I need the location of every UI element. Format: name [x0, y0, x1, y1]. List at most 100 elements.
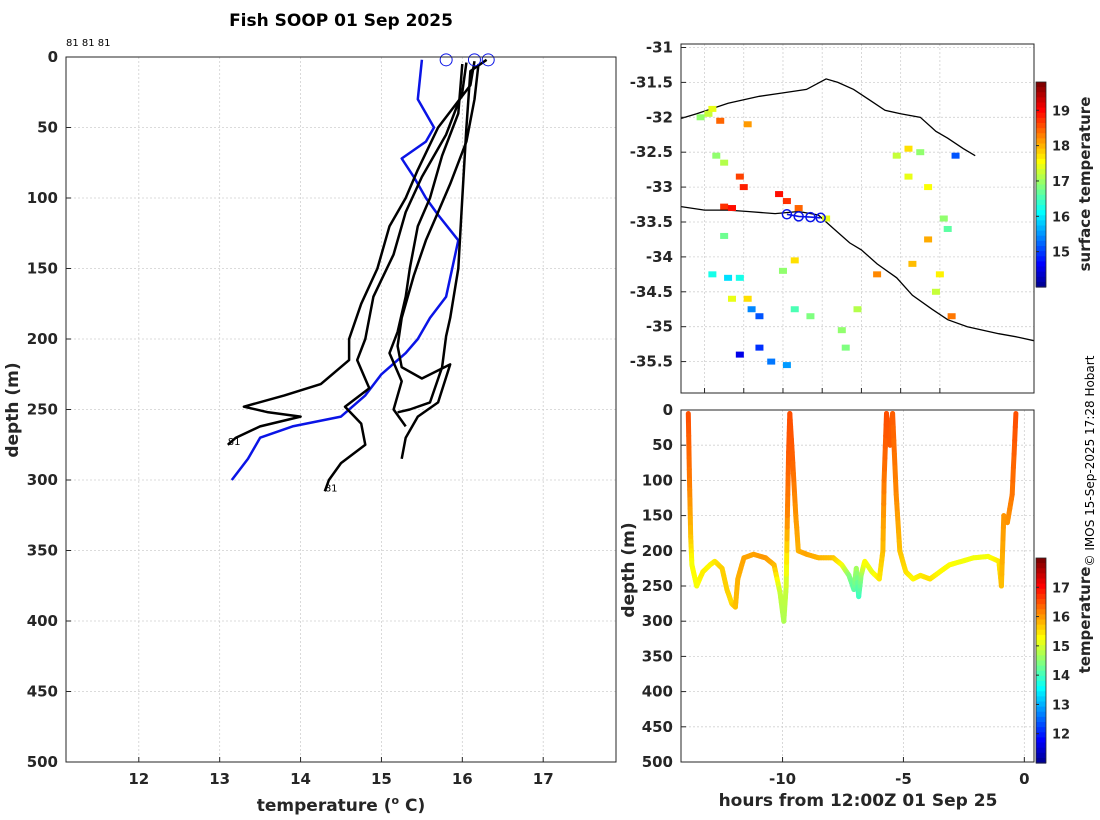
section-y-tick-label: 500: [642, 753, 673, 771]
section-y-tick-label: 0: [663, 401, 673, 419]
map-sst-pixel: [904, 173, 913, 180]
map-sst-pixel: [904, 145, 913, 152]
map-sst-pixel: [720, 159, 729, 166]
map-sst-pixel: [778, 267, 787, 274]
section-colorbar-segment: [1036, 655, 1046, 662]
section-colorbar-segment: [1036, 604, 1046, 610]
profile-grid: [66, 56, 616, 763]
section-y-tick-label: 300: [642, 612, 673, 630]
map-colorbar-segment: [1036, 230, 1046, 237]
section-y-tick-label: 450: [642, 718, 673, 736]
map-y-tick-label: -32.5: [630, 143, 673, 161]
map-sst-pixel: [794, 205, 803, 212]
figure-title: Fish SOOP 01 Sep 2025: [229, 11, 453, 31]
map-sst-pixel: [947, 313, 956, 320]
map-sst-pixel: [853, 306, 862, 313]
map-colorbar-segment: [1036, 199, 1046, 206]
section-colorbar-segment: [1036, 588, 1046, 595]
section-colorbar-segment: [1036, 681, 1046, 687]
map-content: [681, 78, 1034, 369]
map-colorbar-segment: [1036, 92, 1046, 98]
map-sst-pixel: [908, 260, 917, 267]
map-colorbar-segment: [1036, 225, 1046, 232]
section-colorbar-segment: [1036, 757, 1046, 764]
section-colorbar-tick-label: 13: [1052, 698, 1070, 713]
map-sst-pixel: [727, 205, 736, 212]
map-colorbar-segment: [1036, 158, 1046, 165]
section-y-tick-label: 50: [652, 436, 673, 454]
section-colorbar-segment: [1036, 732, 1046, 738]
map-sst-pixel: [708, 271, 717, 278]
section-colorbar-label: temperature: [1076, 567, 1094, 674]
section-x-tick-label: -5: [895, 770, 912, 788]
section-colorbar-segment: [1036, 691, 1046, 697]
map-grid: [681, 44, 1034, 393]
map-sst-pixel: [727, 295, 736, 302]
map-colorbar: 15 16 17 18 19: [1035, 81, 1070, 288]
map-sst-pixel: [935, 271, 944, 278]
map-colorbar-tick-label: 16: [1052, 210, 1070, 225]
map-colorbar-segment: [1036, 153, 1046, 160]
profile-line-drop-1: [226, 60, 476, 446]
map-sst-pixel: [924, 184, 933, 191]
section-track-segment: [1012, 411, 1019, 430]
profile-x-tick-label: 15: [371, 770, 392, 788]
profile-x-tick-label: 12: [128, 770, 149, 788]
map-sst-pixel: [873, 271, 882, 278]
credit-text: © IMOS 15-Sep-2025 17:28 Hobart: [1083, 355, 1097, 566]
section-colorbar-segment: [1036, 578, 1046, 585]
map-y-tick-label: -31: [646, 38, 673, 56]
profile-y-tick-label: 50: [37, 119, 58, 137]
map-sst-pixel: [724, 274, 733, 281]
map-colorbar-segment: [1036, 123, 1046, 129]
section-colorbar-segment: [1036, 634, 1046, 641]
map-sst-pixel: [696, 114, 705, 121]
map-colorbar-segment: [1036, 169, 1046, 175]
map-sst-pixel: [712, 152, 721, 159]
section-colorbar-segment: [1036, 737, 1046, 744]
map-colorbar-segment: [1036, 87, 1046, 93]
map-colorbar-segment: [1036, 240, 1046, 247]
section-colorbar-segment: [1036, 614, 1046, 621]
section-colorbar-segment: [1036, 675, 1046, 682]
map-y-tick-label: -32: [646, 108, 673, 126]
map-y-tick-label: -34: [646, 248, 673, 266]
profile-end-label: 81: [228, 437, 241, 448]
profile-end-labels: 81 81: [228, 437, 338, 495]
map-coastline-lower: [681, 205, 1034, 342]
profile-y-tick-label: 400: [27, 612, 58, 630]
map-sst-pixel: [720, 232, 729, 239]
section-colorbar-segment: [1036, 722, 1046, 728]
profile-y-tick-label: 0: [48, 48, 58, 66]
map-colorbar-tick-label: 19: [1052, 104, 1070, 119]
map-colorbar-segment: [1036, 266, 1046, 273]
map-tick-label-mask: [681, 402, 1036, 410]
profile-x-tick-label: 14: [290, 770, 311, 788]
map-y-tick-label: -34.5: [630, 283, 673, 301]
profile-frame: [65, 56, 617, 763]
section-colorbar-segment: [1036, 568, 1046, 574]
section-colorbar-segment: [1036, 624, 1046, 631]
map-sst-pixel: [782, 198, 791, 205]
section-colorbar-segment: [1036, 573, 1046, 580]
map-colorbar-tick-label: 18: [1052, 140, 1070, 155]
map-colorbar-segment: [1036, 220, 1046, 227]
profile-x-label: temperature (o C): [257, 794, 426, 816]
map-sst-pixel: [916, 149, 925, 156]
section-colorbar-tick-label: 16: [1052, 611, 1070, 626]
map-sst-pixel: [735, 351, 744, 358]
profile-end-label: 81: [325, 483, 338, 494]
section-colorbar-segment: [1036, 665, 1046, 672]
profile-y-tick-label: 500: [27, 753, 58, 771]
section-colorbar-segment: [1036, 706, 1046, 713]
map-colorbar-segment: [1036, 143, 1046, 150]
section-colorbar: 12 13 14 15 16 17: [1035, 557, 1070, 764]
profile-lines: [226, 58, 488, 492]
profile-plot-area: [66, 57, 616, 762]
map-y-tick-label: -31.5: [630, 73, 673, 91]
map-colorbar-segment: [1036, 179, 1046, 186]
map-sst-pixel: [743, 121, 752, 128]
map-sst-pixel: [735, 173, 744, 180]
map-sst-pixel: [924, 236, 933, 243]
